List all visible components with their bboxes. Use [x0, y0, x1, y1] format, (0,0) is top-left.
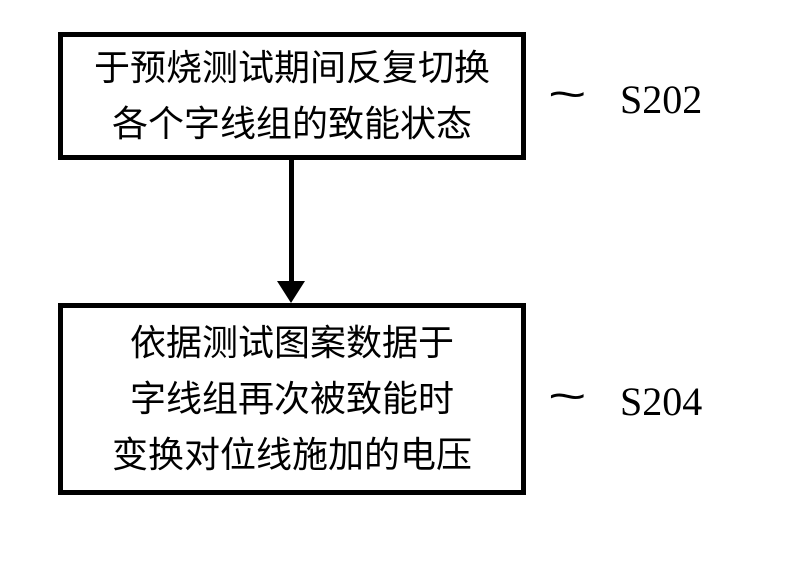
flow-arrow-head [277, 281, 305, 303]
flowchart-canvas: { "boxes": { "s202": { "lines": [ "于预烧测试… [0, 0, 810, 575]
step-text-line: 各个字线组的致能状态 [112, 96, 472, 152]
flow-step-s202: 于预烧测试期间反复切换 各个字线组的致能状态 [58, 32, 526, 160]
step-label-s202: S202 [620, 76, 702, 123]
step-label-s204: S204 [620, 378, 702, 425]
leader-mark: ~ [548, 70, 587, 120]
flow-arrow-line [289, 160, 294, 281]
step-text-line: 变换对位线施加的电压 [112, 427, 472, 483]
step-text-line: 字线组再次被致能时 [130, 371, 454, 427]
step-text-line: 依据测试图案数据于 [130, 315, 454, 371]
flow-step-s204: 依据测试图案数据于 字线组再次被致能时 变换对位线施加的电压 [58, 303, 526, 495]
step-text-line: 于预烧测试期间反复切换 [94, 40, 490, 96]
leader-mark: ~ [548, 372, 587, 422]
